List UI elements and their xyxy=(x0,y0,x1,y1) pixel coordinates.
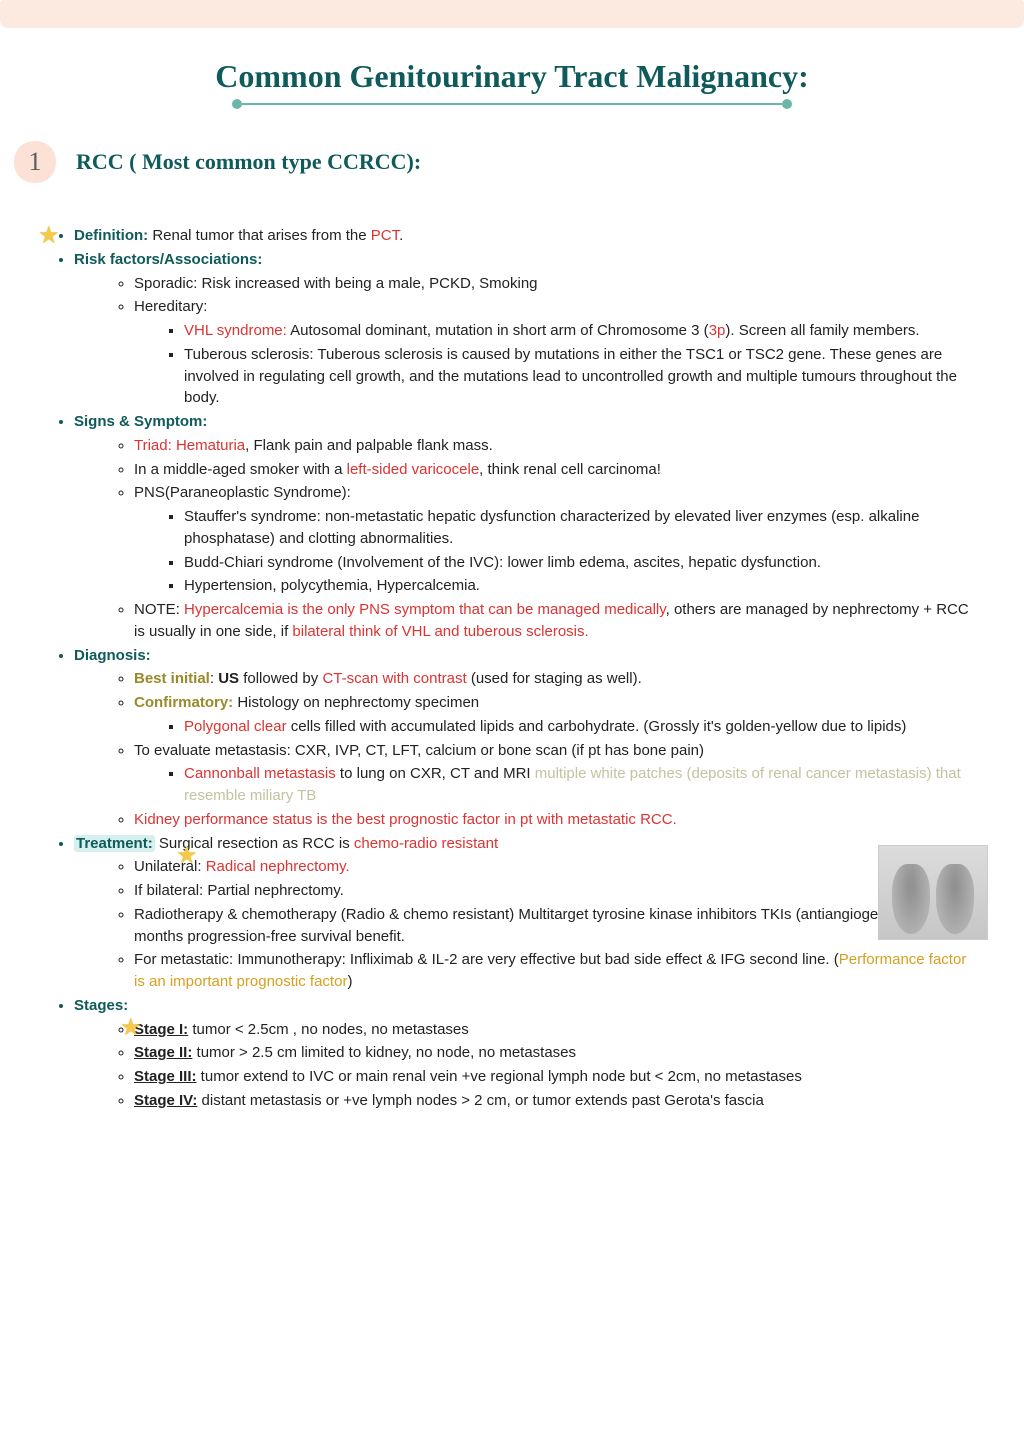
page-content: Common Genitourinary Tract Malignancy: 1… xyxy=(0,28,1024,1268)
section-heading: RCC ( Most common type CCRCC): xyxy=(76,149,421,175)
list-item: Stage I: tumor < 2.5cm , no nodes, no me… xyxy=(134,1019,978,1041)
list-item: Stage II: tumor > 2.5 cm limited to kidn… xyxy=(134,1042,978,1064)
list-item: Stauffer's syndrome: non-metastatic hepa… xyxy=(184,506,978,550)
star-icon: ★ xyxy=(176,839,198,874)
list-item: Sporadic: Risk increased with being a ma… xyxy=(134,273,978,295)
list-item: Triad: Hematuria, Flank pain and palpabl… xyxy=(134,435,978,457)
list-item: NOTE: Hypercalcemia is the only PNS symp… xyxy=(134,599,978,643)
list-item: PNS(Paraneoplastic Syndrome): Stauffer's… xyxy=(134,482,978,597)
section-number: 1 xyxy=(29,147,42,177)
list-item: If bilateral: Partial nephrectomy. xyxy=(134,880,978,902)
list-item: Best initial: US followed by CT-scan wit… xyxy=(134,668,978,690)
star-icon: ★ xyxy=(38,219,60,254)
page-title: Common Genitourinary Tract Malignancy: xyxy=(46,58,978,95)
section-number-badge: 1 xyxy=(12,139,58,185)
treatment-item: Treatment: Surgical resection as RCC is … xyxy=(74,833,978,993)
list-item: Cannonball metastasis to lung on CXR, CT… xyxy=(184,763,978,807)
list-item: Unilateral: Radical nephrectomy. xyxy=(134,856,978,878)
xray-thumbnail xyxy=(878,845,988,940)
title-underline xyxy=(46,99,978,109)
list-item: Confirmatory: Histology on nephrectomy s… xyxy=(134,692,978,738)
list-item: VHL syndrome: Autosomal dominant, mutati… xyxy=(184,320,978,342)
stages-item: Stages: Stage I: tumor < 2.5cm , no node… xyxy=(74,995,978,1112)
signs-item: Signs & Symptom: Triad: Hematuria, Flank… xyxy=(74,411,978,643)
diagnosis-item: Diagnosis: Best initial: US followed by … xyxy=(74,645,978,831)
list-item: Budd-Chiari syndrome (Involvement of the… xyxy=(184,552,978,574)
list-item: Stage III: tumor extend to IVC or main r… xyxy=(134,1066,978,1088)
list-item: Polygonal clear cells filled with accumu… xyxy=(184,716,978,738)
list-item: For metastatic: Immunotherapy: Inflixima… xyxy=(134,949,978,993)
top-decorative-bar xyxy=(0,0,1024,28)
list-item: Hereditary: VHL syndrome: Autosomal domi… xyxy=(134,296,978,409)
list-item: Hypertension, polycythemia, Hypercalcemi… xyxy=(184,575,978,597)
star-icon: ★ xyxy=(120,1011,142,1046)
list-item: Tuberous sclerosis: Tuberous sclerosis i… xyxy=(184,344,978,409)
content-body: ★ ★ ★ ★ Definition: Renal tumor that ari… xyxy=(46,225,978,1112)
list-item: To evaluate metastasis: CXR, IVP, CT, LF… xyxy=(134,740,978,807)
list-item: Radiotherapy & chemotherapy (Radio & che… xyxy=(134,904,978,948)
list-item: In a middle-aged smoker with a left-side… xyxy=(134,459,978,481)
list-item: Stage IV: distant metastasis or +ve lymp… xyxy=(134,1090,978,1112)
risk-factors-item: Risk factors/Associations: Sporadic: Ris… xyxy=(74,249,978,409)
list-item: Kidney performance status is the best pr… xyxy=(134,809,978,831)
definition-item: Definition: Renal tumor that arises from… xyxy=(74,225,978,247)
section-header: 1 RCC ( Most common type CCRCC): xyxy=(46,139,978,185)
